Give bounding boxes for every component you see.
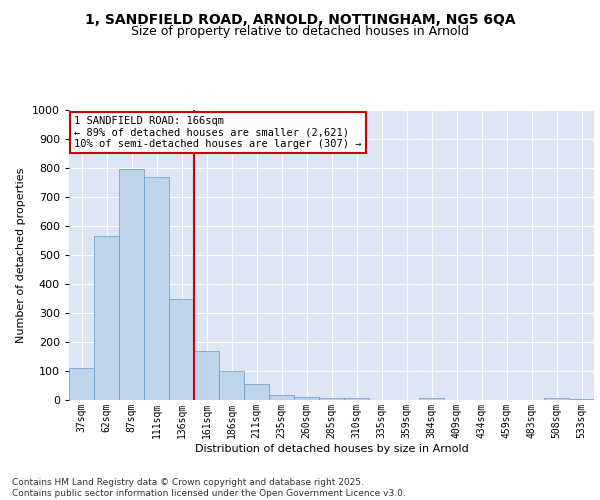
Text: 1 SANDFIELD ROAD: 166sqm
← 89% of detached houses are smaller (2,621)
10% of sem: 1 SANDFIELD ROAD: 166sqm ← 89% of detach… xyxy=(74,116,362,149)
X-axis label: Distribution of detached houses by size in Arnold: Distribution of detached houses by size … xyxy=(194,444,469,454)
Bar xyxy=(219,371,244,400)
Bar xyxy=(269,395,294,400)
Bar xyxy=(69,368,94,400)
Bar xyxy=(144,176,169,400)
Text: 1, SANDFIELD ROAD, ARNOLD, NOTTINGHAM, NG5 6QA: 1, SANDFIELD ROAD, ARNOLD, NOTTINGHAM, N… xyxy=(85,12,515,26)
Bar xyxy=(319,398,344,400)
Bar xyxy=(244,384,269,400)
Bar xyxy=(294,396,319,400)
Bar xyxy=(419,398,444,400)
Text: Size of property relative to detached houses in Arnold: Size of property relative to detached ho… xyxy=(131,25,469,38)
Bar xyxy=(94,236,119,400)
Bar xyxy=(119,170,144,400)
Y-axis label: Number of detached properties: Number of detached properties xyxy=(16,168,26,342)
Bar xyxy=(544,398,569,400)
Bar xyxy=(344,398,369,400)
Bar xyxy=(569,398,594,400)
Bar xyxy=(169,298,194,400)
Bar xyxy=(194,350,219,400)
Text: Contains HM Land Registry data © Crown copyright and database right 2025.
Contai: Contains HM Land Registry data © Crown c… xyxy=(12,478,406,498)
